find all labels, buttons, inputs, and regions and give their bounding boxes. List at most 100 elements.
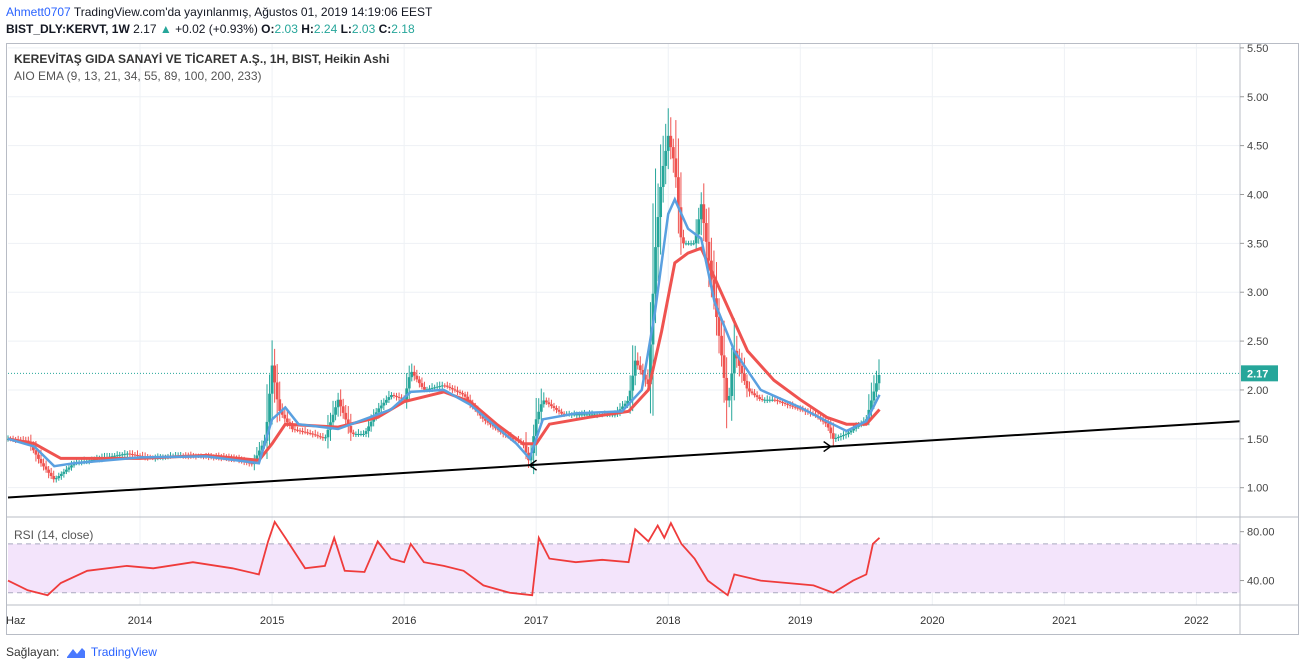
candle-body: [692, 243, 696, 245]
candle-body: [745, 380, 749, 389]
candle-body: [509, 436, 513, 438]
candle-body: [293, 429, 297, 431]
publish-header: Ahmett0707 TradingView.com'da yayınlanmı…: [6, 5, 432, 19]
candle-body: [125, 453, 129, 455]
candle-body: [580, 414, 584, 416]
candle-body: [260, 445, 264, 451]
candle-body: [128, 453, 132, 455]
time-tick-label: 2014: [128, 615, 152, 627]
candle-body: [750, 391, 754, 394]
candle-body: [682, 237, 685, 244]
candle-body: [575, 414, 579, 416]
last-price-tag: 2.17: [1241, 365, 1278, 382]
close-label: C:: [378, 22, 392, 36]
candle-body: [649, 344, 652, 385]
candle-body: [118, 454, 122, 456]
open-label: O:: [261, 22, 275, 36]
candle-body: [760, 398, 764, 400]
candle-body: [428, 388, 431, 390]
candle-body: [577, 414, 581, 416]
time-tick-label: 2019: [788, 615, 812, 627]
candle-body: [791, 405, 795, 407]
time-tick-label: 2016: [392, 615, 416, 627]
candle-body: [537, 411, 541, 420]
candle-body: [854, 426, 858, 429]
candle-body: [481, 415, 485, 419]
candle-body: [412, 371, 416, 376]
chart-legend-title: KEREVİTAŞ GIDA SANAYİ VE TİCARET A.Ş., 1…: [14, 52, 390, 66]
author-link[interactable]: Ahmett0707: [6, 5, 71, 19]
candle-body: [280, 410, 284, 415]
candle-body: [31, 445, 35, 451]
candle-body: [770, 399, 774, 401]
candle-body: [875, 383, 878, 392]
candle-body: [336, 399, 340, 408]
candle-body: [654, 247, 657, 294]
rsi-line: [7, 519, 881, 597]
time-tick-label: 2015: [260, 615, 284, 627]
candle-body: [387, 397, 391, 400]
candle-body: [704, 223, 708, 242]
candle-body: [725, 377, 729, 401]
candle-body: [722, 355, 726, 378]
price-tick-label: 5.00: [1247, 92, 1268, 104]
candle-body: [120, 454, 124, 456]
candle-body: [138, 455, 142, 457]
candle-body: [831, 433, 835, 439]
candle-body: [59, 473, 63, 477]
candle-body: [753, 393, 756, 396]
candle-body: [133, 454, 137, 456]
candle-body: [631, 375, 635, 391]
candle-body: [638, 365, 642, 371]
rsi-band: [8, 543, 1240, 593]
ema-fast-line: [7, 196, 881, 468]
candle-body: [410, 371, 414, 378]
tradingview-link[interactable]: TradingView: [90, 645, 157, 659]
candle-body: [621, 406, 624, 410]
candle-body: [869, 400, 873, 410]
time-tick-label: 2021: [1052, 615, 1076, 627]
candle-body: [448, 386, 452, 389]
time-tick-label: 2020: [920, 615, 944, 627]
candle-body: [341, 406, 345, 413]
candle-body: [694, 234, 698, 244]
candle-body: [758, 397, 762, 399]
candle-body: [65, 469, 68, 472]
candle-body: [877, 374, 881, 384]
candle-body: [486, 420, 490, 423]
candle-body: [562, 413, 566, 415]
candle-body: [740, 365, 744, 374]
candle-body: [351, 432, 355, 434]
candle-body: [390, 395, 393, 398]
high-value: 2.24: [313, 22, 338, 36]
change-up-icon: ▲: [159, 22, 172, 36]
candle-body: [466, 396, 470, 400]
candle-body: [737, 358, 741, 366]
candle-body: [484, 418, 487, 421]
candle-body: [852, 428, 856, 431]
arrow-head-right: [823, 440, 832, 453]
symbol-label: BIST_DLY:KERVT, 1W: [6, 22, 130, 36]
last-price-tag-bg: [1241, 365, 1278, 382]
candle-body: [664, 150, 668, 166]
time-axis: Haz 2014 2015 2016 2017 2018 2019 2020 2021 2022: [6, 615, 1209, 627]
tradingview-logo-icon[interactable]: [66, 646, 86, 662]
candle-body: [636, 360, 640, 366]
candle-body: [453, 389, 457, 391]
candle-body: [712, 279, 716, 299]
candle-body: [62, 471, 66, 474]
trendline[interactable]: [7, 420, 1241, 499]
time-tick-label: 2022: [1184, 615, 1208, 627]
candle-body: [534, 419, 538, 437]
candle-body: [37, 454, 40, 459]
candle-body: [44, 466, 48, 470]
candle-body: [717, 317, 721, 336]
candle-body: [92, 459, 96, 461]
candle-body: [458, 391, 462, 394]
candle-body: [34, 450, 38, 455]
candle-body: [308, 432, 312, 434]
candle-body: [679, 207, 683, 238]
footer: Sağlayan: TradingView: [6, 645, 157, 662]
candle-body: [844, 434, 848, 436]
price-chart[interactable]: 1.00 1.50 2.00 2.50 3.00 3.50 4.00 4.50 5.00 5.50…: [6, 43, 1300, 636]
